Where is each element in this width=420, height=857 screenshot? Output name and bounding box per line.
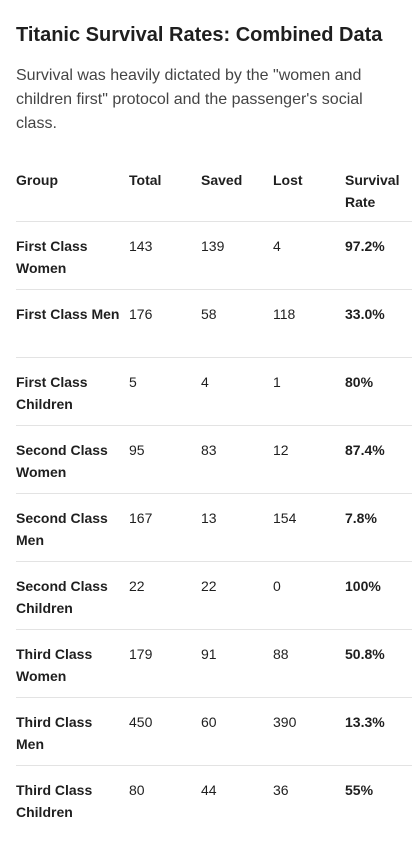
value-cell: 58 (201, 306, 217, 322)
value-cell: 80 (129, 782, 145, 798)
value-cell: 95 (129, 442, 145, 458)
value-cell: 22 (129, 578, 145, 594)
description: Survival was heavily dictated by the "wo… (16, 67, 363, 132)
table-row: Third Class Children 80 44 36 55% (16, 766, 412, 834)
value-cell: 12 (273, 442, 289, 458)
value-cell: 154 (273, 510, 297, 526)
table-row: First Class Men 176 58 118 33.0% (16, 290, 412, 358)
value-cell: 390 (273, 714, 297, 730)
value-cell: 88 (273, 646, 289, 662)
value-cell: 4 (201, 374, 209, 390)
value-cell: 167 (129, 510, 153, 526)
value-cell: 139 (201, 238, 225, 254)
group-cell: Second Class Women (16, 442, 108, 480)
group-cell: Third Class Women (16, 646, 93, 684)
value-cell: 1 (273, 374, 281, 390)
table-row: Second Class Children 22 22 0 100% (16, 562, 412, 630)
column-header: Saved (201, 172, 243, 188)
value-cell: 143 (129, 238, 153, 254)
value-cell: 7.8% (345, 510, 377, 526)
group-cell: First Class Men (16, 306, 120, 322)
header-row: Group Total Saved Lost Survival Rate (16, 169, 412, 222)
value-cell: 13 (201, 510, 217, 526)
value-cell: 60 (201, 714, 217, 730)
table: Group Total Saved Lost Survival Rate First Cl… (16, 169, 412, 834)
value-cell: 0 (273, 578, 281, 594)
value-cell: 44 (201, 782, 217, 798)
table-row: Third Class Men 450 60 390 13.3% (16, 698, 412, 766)
group-cell: Second Class Men (16, 510, 108, 548)
value-cell: 55% (345, 782, 374, 798)
table-row: Second Class Women 95 83 12 87.4% (16, 426, 412, 494)
value-cell: 91 (201, 646, 217, 662)
group-cell: Second Class Children (16, 578, 108, 616)
column-header: Total (129, 172, 162, 188)
group-cell: Third Class Men (16, 714, 93, 752)
table-row: Third Class Women 179 91 88 50.8% (16, 630, 412, 698)
value-cell: 118 (273, 306, 296, 322)
value-cell: 100% (345, 578, 381, 594)
group-cell: First Class Women (16, 238, 88, 276)
value-cell: 5 (129, 374, 137, 390)
column-header: Group (16, 172, 58, 188)
value-cell: 80% (345, 374, 374, 390)
table-row: Second Class Men 167 13 154 7.8% (16, 494, 412, 562)
column-header: Survival Rate (345, 172, 400, 210)
column-header: Lost (273, 172, 303, 188)
value-cell: 4 (273, 238, 281, 254)
value-cell: 36 (273, 782, 289, 798)
value-cell: 179 (129, 646, 153, 662)
value-cell: 176 (129, 306, 153, 322)
value-cell: 13.3% (345, 714, 385, 730)
table-row: First Class Women 143 139 4 97.2% (16, 222, 412, 290)
table-row: First Class Children 5 4 1 80% (16, 358, 412, 426)
value-cell: 83 (201, 442, 217, 458)
value-cell: 450 (129, 714, 153, 730)
value-cell: 22 (201, 578, 217, 594)
value-cell: 97.2% (345, 238, 385, 254)
value-cell: 87.4% (345, 442, 385, 458)
value-cell: 33.0% (345, 306, 385, 322)
group-cell: Third Class Children (16, 782, 93, 820)
value-cell: 50.8% (345, 646, 385, 662)
group-cell: First Class Children (16, 374, 88, 412)
title: Titanic Survival Rates: Combined Data (16, 24, 383, 46)
